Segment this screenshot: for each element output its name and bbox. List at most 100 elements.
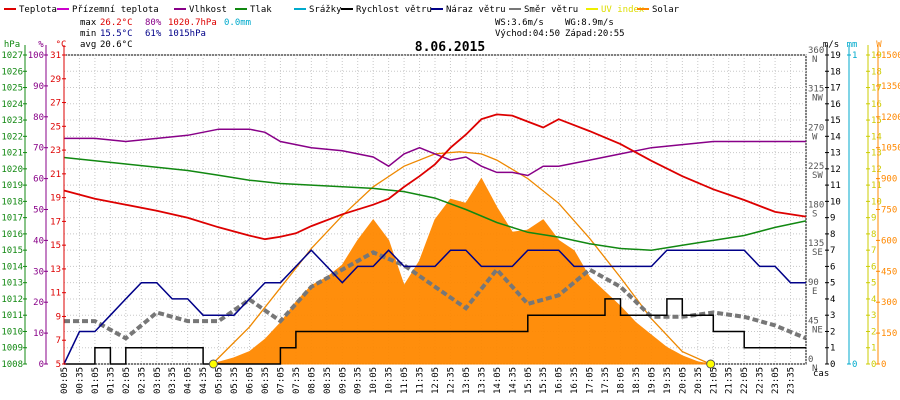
pressure-axis-label: 1013 bbox=[1, 279, 23, 289]
uv-axis-label: 2 bbox=[871, 327, 876, 337]
uv-axis-label: 14 bbox=[871, 132, 882, 142]
x-tick-label: 09:05 bbox=[338, 367, 348, 394]
stat-max-temp: 26.2°C bbox=[100, 18, 133, 28]
x-tick-label: 13:05 bbox=[462, 367, 472, 394]
x-tick-label: 05:05 bbox=[215, 367, 225, 394]
humidity-axis-label: 20 bbox=[33, 298, 44, 308]
direction-degree-label: 180 bbox=[808, 201, 824, 211]
stat-min-temp: 15.5°C bbox=[100, 29, 133, 39]
stat-max-label: max bbox=[80, 18, 97, 28]
solar-axis-label: 1350 bbox=[881, 82, 900, 92]
solar-axis-label: 450 bbox=[881, 267, 897, 277]
direction-degree-label: 270 bbox=[808, 123, 824, 133]
wind-gust-stat: WG:8.9m/s bbox=[565, 18, 614, 28]
x-tick-label: 07:05 bbox=[276, 367, 286, 394]
pressure-axis-label: 1020 bbox=[1, 165, 23, 175]
wind-speed-axis-label: 19 bbox=[830, 51, 841, 61]
wind-speed-axis-label: 9 bbox=[830, 214, 835, 224]
temperature-axis-label: 31 bbox=[50, 51, 61, 61]
wind-speed-axis-label: 15 bbox=[830, 116, 841, 126]
solar-axis-label: 600 bbox=[881, 236, 897, 246]
temperature-axis-unit: °C bbox=[56, 40, 67, 50]
temperature-axis-label: 23 bbox=[50, 146, 61, 156]
x-tick-label: 23:35 bbox=[787, 367, 797, 394]
x-tick-label: 08:05 bbox=[307, 367, 317, 394]
x-tick-label: 06:05 bbox=[246, 367, 256, 394]
uv-axis-label: 4 bbox=[871, 295, 876, 305]
x-tick-label: 10:35 bbox=[385, 367, 395, 394]
solar-axis-label: 1200 bbox=[881, 113, 900, 123]
solar-axis-label: 1500 bbox=[881, 51, 900, 61]
humidity-axis-label: 30 bbox=[33, 267, 44, 277]
uv-axis-label: 17 bbox=[871, 84, 882, 94]
pressure-axis-unit: hPa bbox=[4, 40, 20, 50]
pressure-axis-label: 1010 bbox=[1, 327, 23, 337]
x-axis-label: čas bbox=[813, 368, 829, 379]
legend-label: Vlhkost bbox=[189, 5, 227, 15]
wind-speed-axis-label: 4 bbox=[830, 295, 835, 305]
solar-axis-label: 0 bbox=[881, 360, 886, 370]
x-tick-label: 17:35 bbox=[601, 367, 611, 394]
wind-speed-axis-label: 0 bbox=[830, 360, 835, 370]
x-tick-label: 15:05 bbox=[524, 367, 534, 394]
pressure-axis-label: 1022 bbox=[1, 132, 23, 142]
legend-label: Směr větru bbox=[524, 5, 578, 15]
pressure-axis-label: 1025 bbox=[1, 84, 23, 94]
wind-speed-axis-label: 18 bbox=[830, 67, 841, 77]
x-tick-label: 21:05 bbox=[709, 367, 719, 394]
x-tick-label: 01:05 bbox=[91, 367, 101, 394]
x-tick-label: 21:35 bbox=[725, 367, 735, 394]
x-tick-label: 02:05 bbox=[122, 367, 132, 394]
x-tick-label: 04:35 bbox=[199, 367, 209, 394]
pressure-axis-label: 1011 bbox=[1, 311, 23, 321]
legend-label: Tlak bbox=[250, 5, 272, 15]
direction-name-label: S bbox=[812, 210, 817, 220]
direction-degree-label: 360 bbox=[808, 46, 824, 56]
humidity-axis-label: 100 bbox=[28, 51, 44, 61]
x-tick-label: 16:05 bbox=[555, 367, 565, 394]
direction-name-label: SW bbox=[812, 171, 823, 181]
x-tick-label: 16:35 bbox=[570, 367, 580, 394]
x-tick-label: 10:05 bbox=[369, 367, 379, 394]
solar-axis-unit: W bbox=[876, 40, 882, 50]
temperature-axis-label: 19 bbox=[50, 194, 61, 204]
direction-name-label: N bbox=[812, 55, 817, 65]
wind-speed-axis-label: 7 bbox=[830, 246, 835, 256]
x-tick-label: 18:35 bbox=[632, 367, 642, 394]
wind-speed-axis-label: 13 bbox=[830, 149, 841, 159]
x-tick-label: 14:05 bbox=[493, 367, 503, 394]
uv-axis-label: 11 bbox=[871, 181, 882, 191]
solar-axis-label: 750 bbox=[881, 206, 897, 216]
humidity-axis-label: 60 bbox=[33, 175, 44, 185]
direction-degree-label: 135 bbox=[808, 239, 824, 249]
pressure-axis-label: 1019 bbox=[1, 181, 23, 191]
x-tick-label: 00:35 bbox=[75, 367, 85, 394]
direction-degree-label: 225 bbox=[808, 162, 824, 172]
uv-axis-label: 16 bbox=[871, 100, 882, 110]
direction-name-label: SE bbox=[812, 248, 823, 258]
legend-label: Srážky bbox=[309, 5, 342, 15]
pressure-axis-label: 1026 bbox=[1, 67, 23, 77]
legend-label: UV index bbox=[601, 5, 645, 15]
temperature-axis-label: 17 bbox=[50, 217, 61, 227]
uv-axis-label: 18 bbox=[871, 67, 882, 77]
direction-name-label: E bbox=[812, 287, 817, 297]
uv-axis-label: 12 bbox=[871, 165, 882, 175]
uv-axis-label: 3 bbox=[871, 311, 876, 321]
pressure-line bbox=[63, 156, 807, 251]
wind-speed-axis-label: 1 bbox=[830, 344, 835, 354]
humidity-axis-unit: % bbox=[38, 40, 44, 50]
humidity-axis-label: 40 bbox=[33, 236, 44, 246]
sunset-time: Západ:20:55 bbox=[565, 29, 625, 39]
temperature-axis-label: 13 bbox=[50, 265, 61, 275]
uv-index-marker bbox=[706, 359, 716, 369]
legend-label: Náraz větru bbox=[446, 5, 506, 15]
uv-index-marker bbox=[208, 359, 218, 369]
wind-speed-axis-label: 2 bbox=[830, 327, 835, 337]
legend-label: Teplota bbox=[19, 5, 57, 15]
stat-max-rain: 0.0mm bbox=[224, 18, 251, 28]
rain-axis-unit: mm bbox=[847, 40, 858, 50]
x-tick-label: 20:35 bbox=[694, 367, 704, 394]
x-tick-label: 13:35 bbox=[477, 367, 487, 394]
humidity-axis-label: 50 bbox=[33, 206, 44, 216]
